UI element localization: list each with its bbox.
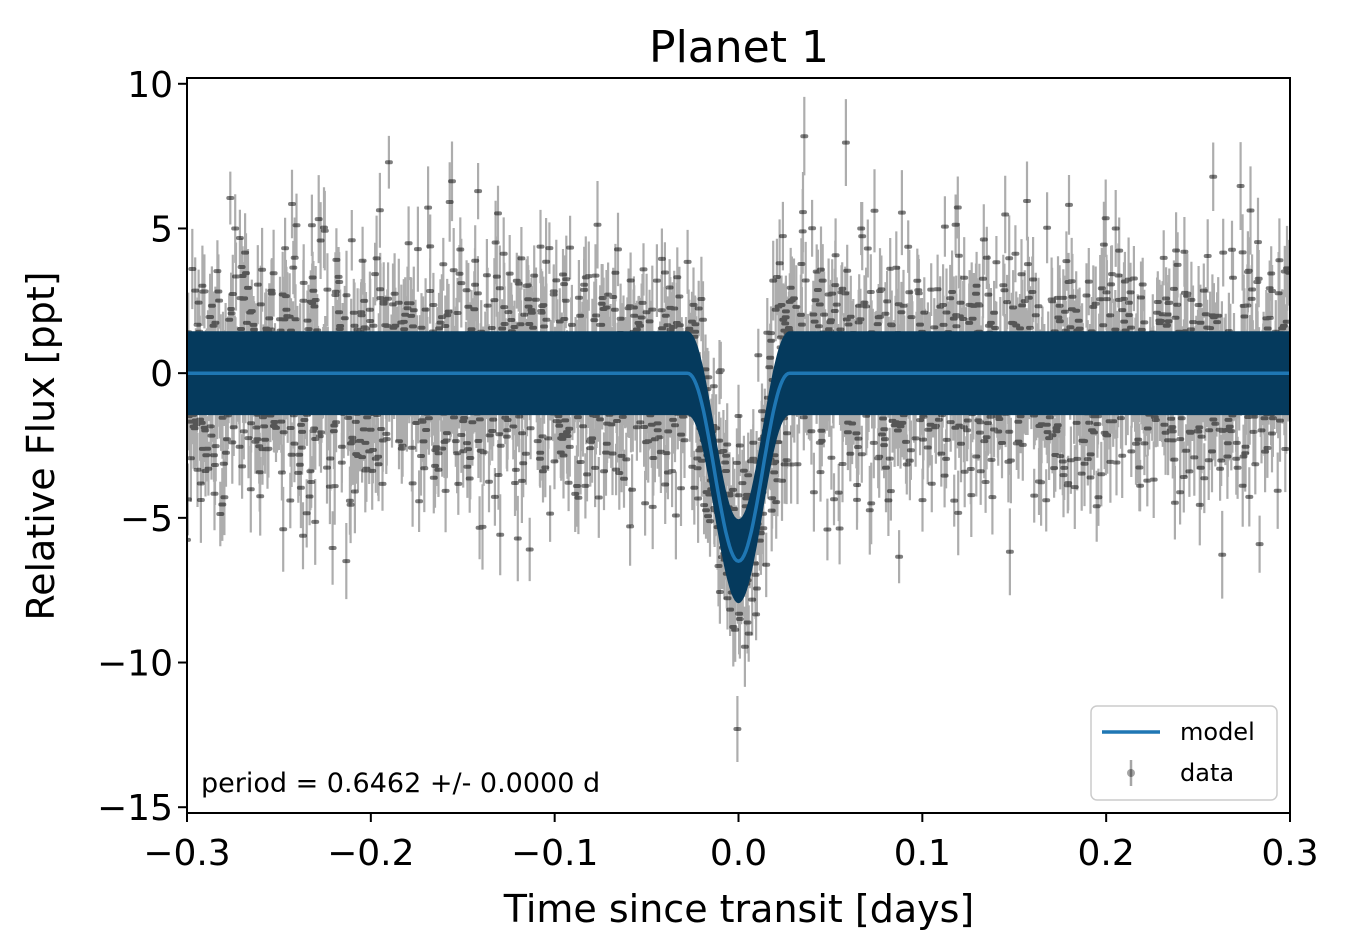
legend: model data bbox=[1090, 705, 1278, 801]
model-uncertainty-band bbox=[187, 331, 1290, 604]
legend-box bbox=[1090, 705, 1278, 801]
y-tick-label: 10 bbox=[127, 65, 173, 106]
y-tick-label: −10 bbox=[97, 644, 173, 685]
x-tick-label: 0.1 bbox=[894, 833, 951, 874]
data-errorbars bbox=[187, 96, 1290, 762]
y-tick-label: −15 bbox=[97, 788, 173, 829]
x-tick-label: 0.2 bbox=[1078, 833, 1135, 874]
y-axis-label: Relative Flux [ppt] bbox=[19, 271, 63, 620]
x-tick-label: −0.3 bbox=[143, 833, 230, 874]
legend-data-marker bbox=[1127, 769, 1135, 777]
x-tick-label: −0.2 bbox=[327, 833, 414, 874]
chart-title: Planet 1 bbox=[649, 22, 829, 73]
data-series bbox=[187, 96, 1290, 762]
y-axis: −15 −10 −5 0 5 10 bbox=[97, 65, 187, 829]
legend-model-label: model bbox=[1180, 718, 1255, 746]
y-tick-label: −5 bbox=[120, 499, 173, 540]
x-axis: −0.3 −0.2 −0.1 0.0 0.1 0.2 0.3 bbox=[143, 813, 1319, 874]
x-axis-label: Time since transit [days] bbox=[503, 887, 974, 931]
y-tick-label: 5 bbox=[150, 209, 173, 250]
x-tick-label: 0.0 bbox=[710, 833, 767, 874]
model-line bbox=[187, 371, 1290, 564]
y-tick-label: 0 bbox=[150, 354, 173, 395]
model-series bbox=[187, 331, 1290, 604]
period-annotation: period = 0.6462 +/- 0.0000 d bbox=[201, 768, 600, 799]
x-tick-label: 0.3 bbox=[1261, 833, 1318, 874]
legend-data-label: data bbox=[1180, 759, 1234, 787]
x-tick-label: −0.1 bbox=[511, 833, 598, 874]
